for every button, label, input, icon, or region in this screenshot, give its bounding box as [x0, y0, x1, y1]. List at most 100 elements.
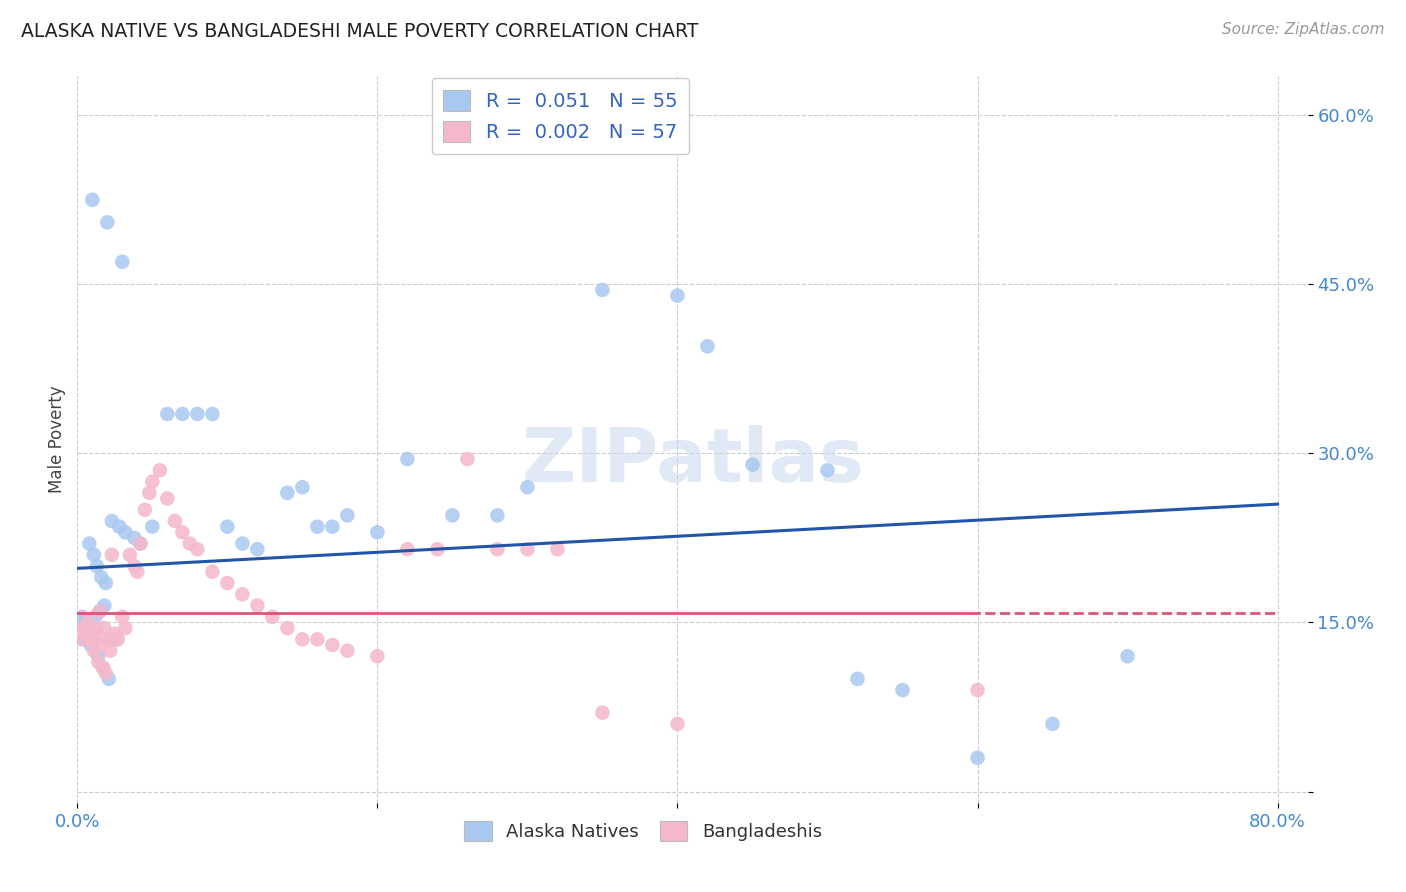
- Legend: Alaska Natives, Bangladeshis: Alaska Natives, Bangladeshis: [457, 814, 830, 848]
- Point: [72, 621, 94, 635]
- Point: [124, 531, 146, 545]
- Point: [441, 508, 464, 523]
- Point: [366, 525, 388, 540]
- Point: [246, 542, 269, 557]
- Point: [93, 599, 115, 613]
- Point: [321, 638, 343, 652]
- Point: [336, 508, 359, 523]
- Point: [336, 643, 359, 657]
- Point: [217, 576, 239, 591]
- Text: ALASKA NATIVE VS BANGLADESHI MALE POVERTY CORRELATION CHART: ALASKA NATIVE VS BANGLADESHI MALE POVERT…: [21, 22, 699, 41]
- Point: [82, 632, 104, 647]
- Point: [456, 452, 478, 467]
- Point: [86, 559, 108, 574]
- Point: [141, 475, 163, 489]
- Point: [186, 542, 208, 557]
- Point: [179, 536, 201, 550]
- Point: [396, 542, 419, 557]
- Point: [75, 621, 97, 635]
- Point: [73, 632, 96, 647]
- Point: [486, 508, 509, 523]
- Point: [291, 480, 314, 494]
- Point: [201, 565, 224, 579]
- Point: [276, 486, 298, 500]
- Point: [696, 339, 718, 353]
- Point: [91, 660, 114, 674]
- Point: [114, 621, 136, 635]
- Point: [70, 632, 93, 647]
- Point: [101, 514, 124, 528]
- Point: [83, 643, 105, 657]
- Point: [94, 666, 117, 681]
- Point: [156, 407, 179, 421]
- Point: [84, 610, 107, 624]
- Point: [666, 717, 689, 731]
- Point: [101, 548, 124, 562]
- Point: [966, 683, 988, 698]
- Point: [90, 638, 112, 652]
- Point: [262, 610, 284, 624]
- Point: [87, 655, 110, 669]
- Point: [73, 621, 96, 635]
- Point: [83, 548, 105, 562]
- Point: [156, 491, 179, 506]
- Point: [107, 632, 129, 647]
- Point: [516, 480, 538, 494]
- Point: [96, 215, 118, 229]
- Point: [426, 542, 449, 557]
- Point: [891, 683, 914, 698]
- Point: [666, 288, 689, 302]
- Point: [70, 610, 93, 624]
- Point: [141, 519, 163, 533]
- Point: [93, 621, 115, 635]
- Point: [591, 706, 613, 720]
- Point: [72, 615, 94, 630]
- Point: [79, 536, 101, 550]
- Point: [84, 626, 107, 640]
- Point: [129, 536, 152, 550]
- Point: [846, 672, 869, 686]
- Point: [111, 254, 134, 268]
- Point: [104, 632, 127, 647]
- Point: [94, 576, 117, 591]
- Point: [86, 621, 108, 635]
- Point: [138, 486, 160, 500]
- Point: [1042, 717, 1064, 731]
- Point: [546, 542, 568, 557]
- Point: [741, 458, 763, 472]
- Y-axis label: Male Poverty: Male Poverty: [48, 385, 66, 493]
- Point: [149, 463, 172, 477]
- Point: [366, 649, 388, 664]
- Point: [108, 519, 131, 533]
- Point: [966, 750, 988, 764]
- Text: ZIPatlas: ZIPatlas: [522, 425, 863, 498]
- Point: [76, 626, 98, 640]
- Point: [79, 632, 101, 647]
- Point: [486, 542, 509, 557]
- Point: [516, 542, 538, 557]
- Point: [90, 570, 112, 584]
- Point: [817, 463, 839, 477]
- Point: [82, 193, 104, 207]
- Point: [118, 548, 141, 562]
- Point: [172, 407, 194, 421]
- Point: [321, 519, 343, 533]
- Point: [89, 604, 111, 618]
- Point: [124, 559, 146, 574]
- Point: [291, 632, 314, 647]
- Point: [396, 452, 419, 467]
- Point: [104, 626, 127, 640]
- Point: [80, 638, 103, 652]
- Point: [1116, 649, 1139, 664]
- Point: [231, 536, 253, 550]
- Point: [80, 626, 103, 640]
- Point: [186, 407, 208, 421]
- Point: [246, 599, 269, 613]
- Point: [98, 632, 121, 647]
- Point: [217, 519, 239, 533]
- Point: [276, 621, 298, 635]
- Point: [129, 536, 152, 550]
- Point: [307, 632, 329, 647]
- Point: [87, 649, 110, 664]
- Point: [134, 502, 156, 516]
